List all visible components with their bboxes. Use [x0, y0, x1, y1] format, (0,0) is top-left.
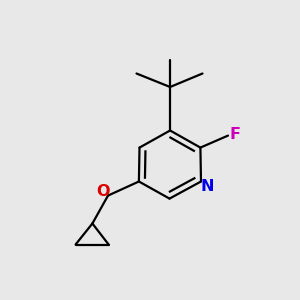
Text: O: O [96, 184, 109, 200]
Text: N: N [201, 179, 214, 194]
Text: F: F [229, 127, 240, 142]
